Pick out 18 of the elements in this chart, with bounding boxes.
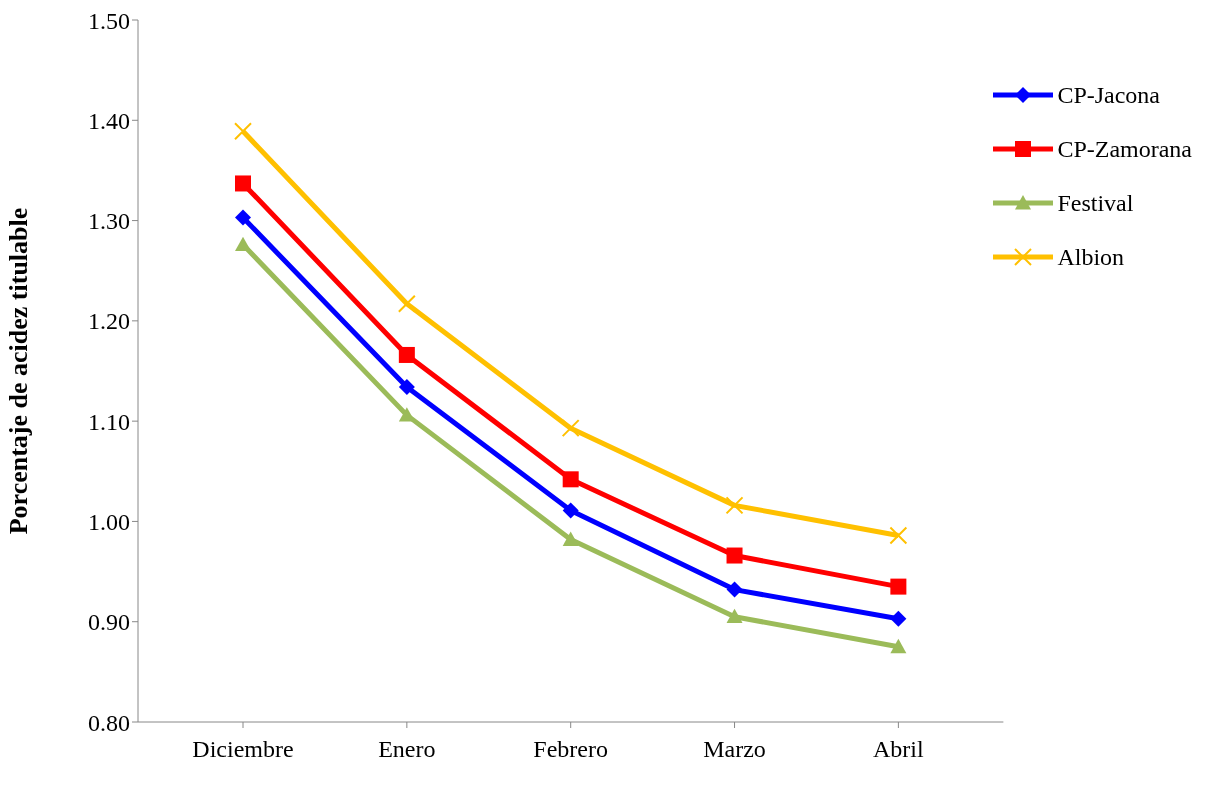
y-tick-label: 1.10	[88, 408, 130, 435]
y-tick-label: 1.20	[88, 308, 130, 335]
y-tick-label: 1.40	[88, 107, 130, 134]
y-tick-label: 1.30	[88, 208, 130, 235]
legend-label: CP-Zamorana	[1057, 135, 1192, 163]
y-tick-label: 1.50	[88, 7, 130, 34]
y-tick-label: 0.80	[88, 709, 130, 736]
legend-label: CP-Jacona	[1057, 81, 1161, 109]
y-tick-label: 1.00	[88, 508, 130, 535]
y-tick-label: 0.90	[88, 609, 130, 636]
legend-label: Albion	[1057, 243, 1125, 271]
y-axis-title: Porcentaje de acidez titulable	[4, 207, 34, 535]
x-tick-label: Diciembre	[192, 736, 294, 763]
x-tick-label: Febrero	[533, 736, 609, 763]
legend-label: Festival	[1057, 189, 1134, 217]
x-tick-label: Abril	[873, 736, 925, 763]
x-tick-label: Enero	[378, 736, 436, 763]
x-tick-label: Marzo	[703, 736, 766, 763]
